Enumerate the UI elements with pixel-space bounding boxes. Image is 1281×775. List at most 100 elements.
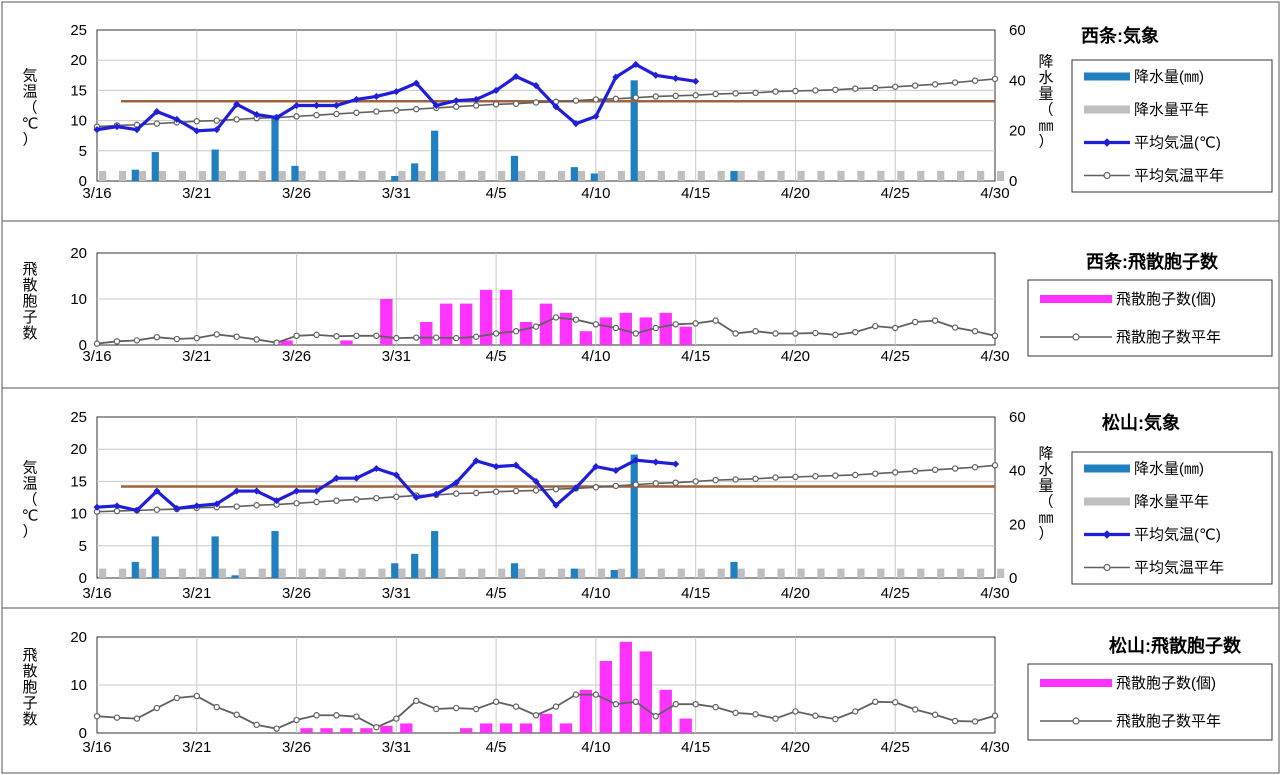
bar-pollen xyxy=(519,723,533,733)
y-tick-left: 10 xyxy=(70,506,87,523)
legend-swatch-temp_normal-marker xyxy=(1103,171,1111,180)
bar-precip xyxy=(211,536,219,578)
bar-precip-normal xyxy=(657,568,665,578)
bar-pollen xyxy=(499,289,513,345)
point-temp-normal xyxy=(872,470,879,477)
point-temp-normal xyxy=(852,85,859,92)
bar-pollen xyxy=(280,340,293,345)
point-temp-normal xyxy=(353,496,360,503)
x-tick-label: 3/21 xyxy=(182,185,211,202)
point-pollen-normal xyxy=(373,724,380,731)
point-pollen-normal xyxy=(692,701,699,708)
bar-precip xyxy=(411,553,419,578)
point-pollen-normal xyxy=(852,708,859,715)
axis-char: 降 xyxy=(1038,446,1053,463)
point-temp xyxy=(193,127,201,135)
axis-char: 散 xyxy=(22,277,37,294)
x-tick-label: 3/16 xyxy=(82,185,111,202)
y-tick-left: 0 xyxy=(79,725,87,742)
point-pollen-normal xyxy=(512,328,520,335)
y-tick-right: 20 xyxy=(1009,123,1026,140)
bar-precip-normal xyxy=(937,568,945,578)
point-temp xyxy=(552,501,560,509)
x-tick-label: 4/5 xyxy=(486,739,507,756)
axis-char: （ xyxy=(22,100,37,117)
point-temp xyxy=(113,502,121,510)
point-temp xyxy=(632,60,640,68)
x-tick-label: 3/31 xyxy=(382,185,411,202)
point-temp xyxy=(412,79,420,87)
point-temp xyxy=(93,503,101,511)
y-tick-left: 25 xyxy=(70,409,87,426)
line-pollen-normal xyxy=(96,693,996,730)
point-temp xyxy=(392,471,400,479)
point-pollen-normal xyxy=(832,715,839,723)
point-pollen-normal xyxy=(572,691,580,698)
bar-precip xyxy=(510,155,519,181)
legend-label: 飛散胞子数平年 xyxy=(1116,329,1221,346)
bar-precip-normal xyxy=(917,568,925,578)
point-temp xyxy=(372,464,380,473)
x-tick-label: 4/30 xyxy=(980,585,1009,602)
point-temp xyxy=(233,487,241,495)
point-temp-normal xyxy=(293,113,300,120)
point-temp-normal xyxy=(233,116,240,123)
point-temp-normal xyxy=(792,473,799,481)
point-temp-normal xyxy=(253,502,260,509)
legend-swatch-pollen xyxy=(1040,295,1112,303)
axis-char: 量 xyxy=(1038,86,1053,103)
bar-precip-normal xyxy=(737,170,745,181)
point-temp xyxy=(512,461,520,469)
chart-title: 西条:飛散胞子数 xyxy=(1086,251,1219,272)
y-tick-right: 20 xyxy=(1009,516,1026,533)
bar-precip-normal xyxy=(957,568,965,578)
bar-precip xyxy=(151,536,159,578)
point-temp-normal xyxy=(892,469,899,476)
bar-precip-normal xyxy=(997,170,1005,181)
axis-char: （ xyxy=(22,492,37,509)
x-tick-label: 4/15 xyxy=(681,348,710,365)
point-pollen-normal xyxy=(872,698,879,706)
x-tick-label: 4/25 xyxy=(881,185,910,202)
legend-label: 飛散胞子数平年 xyxy=(1116,713,1221,730)
bar-precip-normal xyxy=(99,568,107,578)
y-tick-right: 0 xyxy=(1009,173,1017,190)
x-tick-label: 4/15 xyxy=(681,739,710,756)
point-temp-normal xyxy=(911,467,919,475)
point-pollen-normal xyxy=(792,708,799,715)
legend-label: 平均気温平年 xyxy=(1134,168,1224,185)
point-pollen-normal xyxy=(652,713,659,720)
point-pollen-normal xyxy=(133,337,141,344)
point-pollen-normal xyxy=(672,701,679,708)
bar-pollen xyxy=(519,322,533,345)
bar-precip-normal xyxy=(478,170,486,181)
bar-precip-normal xyxy=(977,170,985,181)
axis-char: （ xyxy=(1038,494,1053,511)
point-temp xyxy=(173,504,181,512)
point-temp xyxy=(392,88,400,96)
y-tick-left: 15 xyxy=(70,82,87,99)
point-pollen-normal xyxy=(772,715,779,722)
point-pollen-normal xyxy=(872,322,879,330)
point-temp xyxy=(312,101,321,110)
point-pollen-normal xyxy=(353,713,360,720)
point-temp xyxy=(432,101,440,110)
point-temp-normal xyxy=(632,481,640,488)
point-temp-normal xyxy=(712,476,719,484)
bar-precip xyxy=(271,531,279,578)
bar-pollen xyxy=(539,713,553,733)
point-pollen-normal xyxy=(552,314,560,321)
bar-precip-normal xyxy=(637,568,645,578)
point-temp-normal xyxy=(832,472,839,479)
legend-label: 平均気温平年 xyxy=(1134,560,1224,577)
x-tick-label: 4/25 xyxy=(881,739,910,756)
bar-precip-normal xyxy=(797,170,805,181)
point-pollen-normal xyxy=(233,711,240,718)
bar-precip-normal xyxy=(677,568,685,578)
point-temp xyxy=(332,101,341,110)
bar-precip-normal xyxy=(198,568,206,578)
legend-label: 平均気温(℃) xyxy=(1134,527,1221,544)
point-temp-normal xyxy=(532,99,540,106)
bar-precip-normal xyxy=(957,170,965,181)
